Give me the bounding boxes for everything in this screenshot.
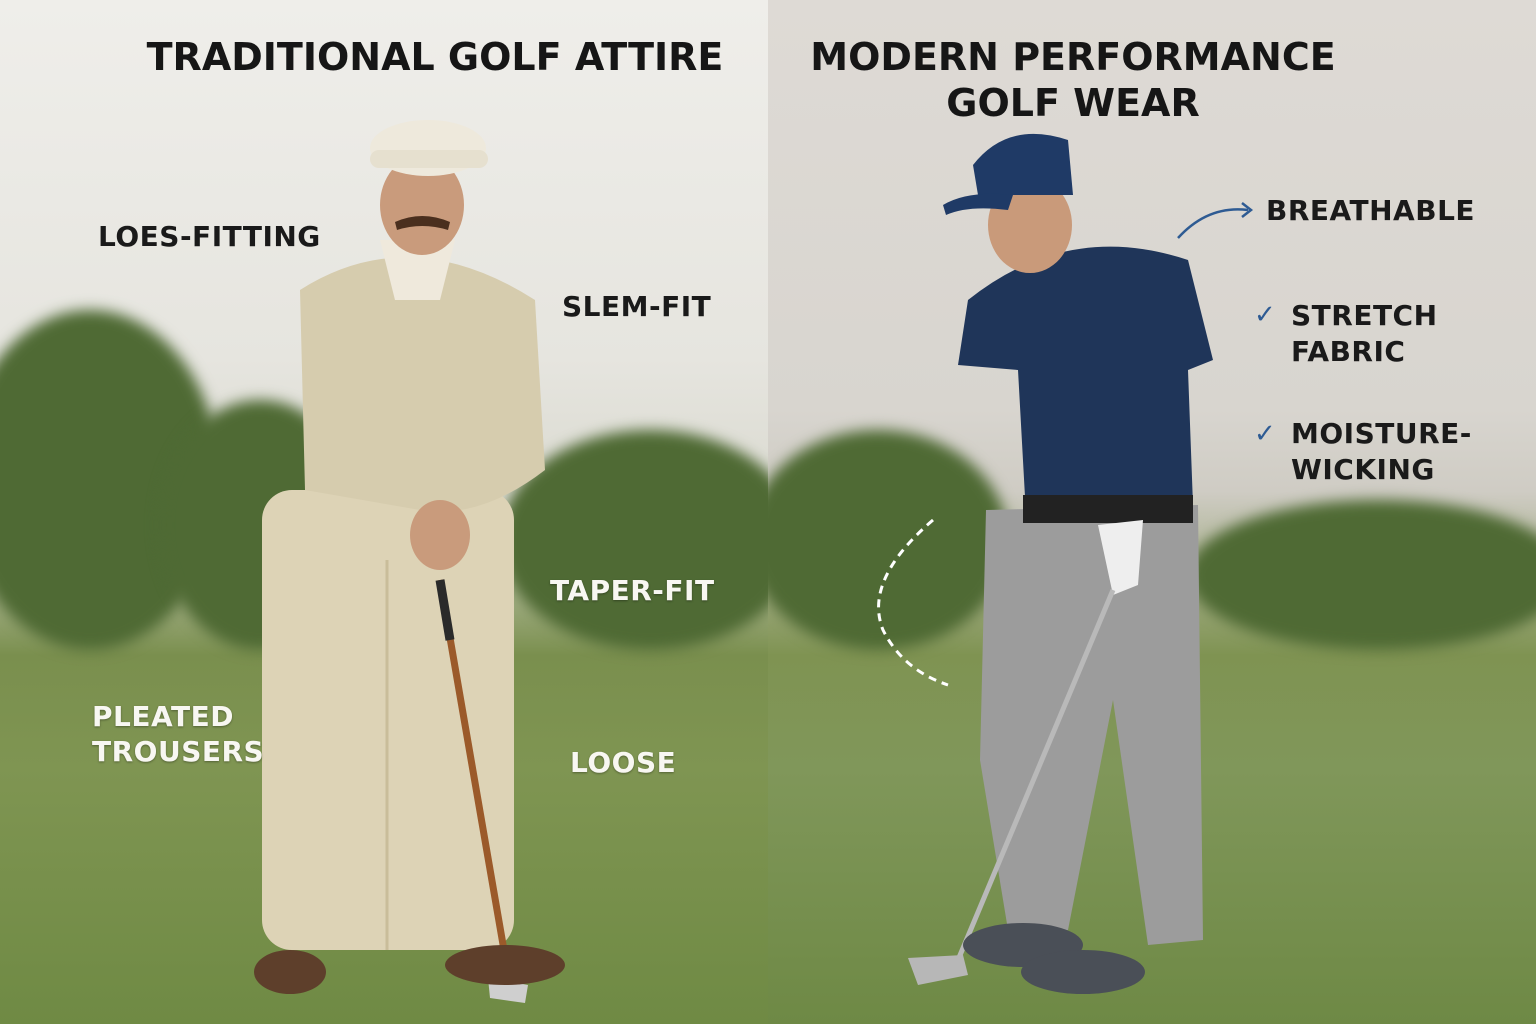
label-wicking: WICKING [1291, 453, 1435, 486]
label-pleated: PLEATED [92, 700, 234, 733]
label-breathable: BREATHABLE [1266, 194, 1476, 227]
traditional-title: TRADITIONAL GOLF ATTIRE [146, 35, 724, 79]
tree-background [768, 430, 1008, 650]
label-trousers: TROUSERS [92, 735, 265, 768]
traditional-panel: TRADITIONAL GOLF ATTIRE LOES-FITTING SLE… [0, 0, 768, 1024]
label-taper-fit: TAPER-FIT [550, 574, 715, 607]
label-fabric: FABRIC [1291, 335, 1406, 368]
label-loose-fitting: LOES-FITTING [98, 220, 321, 253]
tree-background [1188, 500, 1536, 650]
modern-panel: MODERN PERFORMANCE GOLF WEAR BREATHABLE … [768, 0, 1536, 1024]
modern-title-line2: GOLF WEAR [946, 81, 1200, 125]
label-slim-fit: SLEM-FIT [562, 290, 712, 323]
check-icon: ✓ [1254, 419, 1276, 449]
modern-title-line1: MODERN PERFORMANCE [810, 35, 1336, 79]
modern-golfer-illustration [877, 133, 1254, 994]
check-icon: ✓ [1254, 300, 1276, 330]
traditional-golfer-illustration [254, 120, 565, 1003]
label-loose: LOOSE [570, 746, 677, 779]
label-moisture: MOISTURE- [1291, 417, 1472, 450]
label-stretch: STRETCH [1291, 299, 1438, 332]
